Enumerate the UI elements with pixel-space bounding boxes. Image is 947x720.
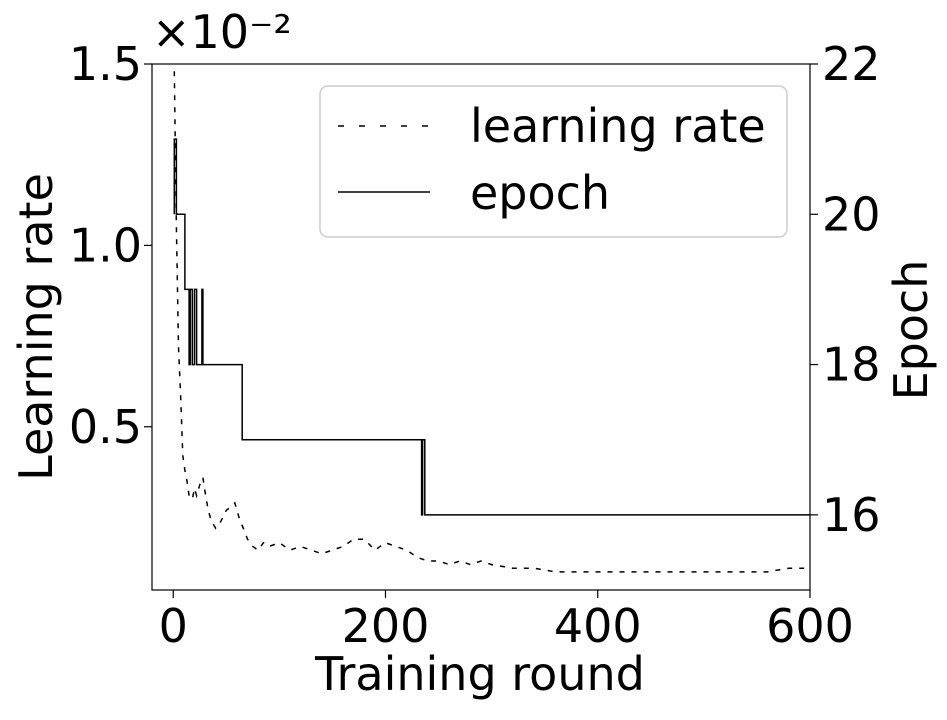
legend-epoch-label: epoch (470, 166, 610, 220)
axes-layer (151, 63, 811, 591)
ticks-layer: 0 200 400 600 0.5 1.0 1.5 16 18 20 22 (69, 37, 881, 653)
right-y-tick-label: 20 (822, 187, 881, 241)
series-layer (173, 71, 810, 573)
plot-frame (151, 63, 811, 591)
x-tick-label: 400 (554, 599, 642, 653)
legend-learning-rate-label: learning rate (470, 99, 766, 153)
x-tick-label: 0 (159, 599, 188, 653)
x-tick-label: 600 (766, 599, 854, 653)
epoch-line (173, 138, 810, 516)
x-axis-label: Training round (314, 647, 645, 701)
x-tick-label: 200 (342, 599, 430, 653)
left-y-tick-label: 0.5 (69, 400, 142, 454)
left-y-tick-label: 1.0 (69, 218, 142, 272)
learning-rate-line (173, 71, 810, 573)
legend: learning rate epoch (319, 85, 788, 238)
left-y-tick-label: 1.5 (69, 37, 142, 91)
legend-box (319, 85, 788, 238)
right-y-tick-label: 16 (822, 488, 881, 542)
right-y-axis-label: Epoch (884, 260, 938, 401)
right-y-tick-label: 18 (822, 338, 881, 392)
offset-text: ×10⁻² (152, 5, 292, 59)
left-y-axis-label: Learning rate (9, 173, 63, 481)
right-y-tick-label: 22 (822, 37, 881, 91)
